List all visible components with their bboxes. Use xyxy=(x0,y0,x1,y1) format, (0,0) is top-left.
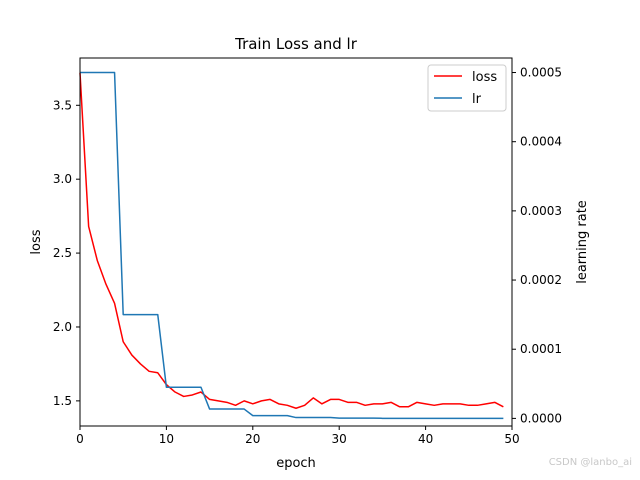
legend-label-lr: lr xyxy=(472,92,482,107)
y2-tick-label: 0.0002 xyxy=(520,273,562,287)
x-tick-label: 50 xyxy=(504,432,519,446)
chart-title: Train Loss and lr xyxy=(234,35,358,53)
plot-area xyxy=(79,71,504,420)
x-tick-label: 40 xyxy=(418,432,433,446)
y2-tick-label: 0.0000 xyxy=(520,411,562,425)
y-tick-label: 2.5 xyxy=(53,246,72,260)
x-tick-label: 0 xyxy=(76,432,84,446)
x-tick-label: 20 xyxy=(245,432,260,446)
y2-tick-label: 0.0001 xyxy=(520,342,562,356)
series-line-lr xyxy=(80,71,504,420)
y-tick-label: 2.0 xyxy=(53,320,72,334)
y-tick-label: 1.5 xyxy=(53,394,72,408)
y2-axis-label: learning rate xyxy=(575,200,590,284)
y2-tick-label: 0.0005 xyxy=(520,66,562,80)
series-line-loss xyxy=(79,72,504,410)
y-axis-label: loss xyxy=(29,229,44,254)
y2-tick-label: 0.0003 xyxy=(520,204,562,218)
x-tick-label: 30 xyxy=(332,432,347,446)
x-axis-label: epoch xyxy=(276,456,316,471)
legend: loss lr xyxy=(427,64,507,112)
axes-frame xyxy=(79,57,513,427)
axes-ticks: 0 10 20 30 40 50 1.5 2.0 2.5 3.0 3.5 0.0000 0.0001 0.… xyxy=(53,66,562,446)
y-tick-label: 3.5 xyxy=(53,98,72,112)
legend-label-loss: loss xyxy=(472,70,497,85)
y2-tick-label: 0.0004 xyxy=(520,135,562,149)
watermark: CSDN @lanbo_ai xyxy=(548,457,632,468)
y-tick-label: 3.0 xyxy=(53,172,72,186)
x-tick-label: 10 xyxy=(159,432,174,446)
